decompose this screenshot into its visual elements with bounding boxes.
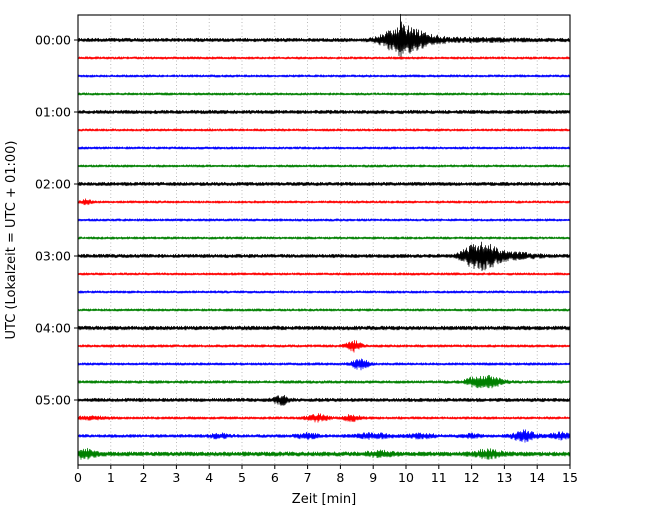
x-tick-label: 3	[172, 470, 180, 485]
x-tick-label: 11	[431, 470, 447, 485]
seismogram-trace-05:00	[77, 394, 571, 406]
x-tick-label: 8	[336, 470, 344, 485]
y-tick-label: 00:00	[35, 33, 71, 48]
axes: 0 1 2 3 4 5 6 7 8 9 10 11 12 13 14 1500:0001:0002:0003:…	[35, 14, 578, 485]
seismogram-trace-04:15	[77, 340, 571, 353]
seismogram-trace-05:30	[77, 429, 571, 443]
x-tick-label: 13	[496, 470, 512, 485]
x-tick-label: 4	[205, 470, 213, 485]
x-tick-label: 6	[271, 470, 279, 485]
y-axis-label: UTC (Lokalzeit = UTC + 01:00)	[4, 141, 19, 340]
seismogram-trace-00:15	[77, 56, 571, 60]
seismogram-trace-03:15	[77, 272, 571, 276]
x-tick-label: 7	[304, 470, 312, 485]
plot-border	[77, 14, 571, 466]
x-tick-label: 12	[464, 470, 480, 485]
seismogram-trace-05:45	[77, 447, 571, 460]
seismogram-trace-04:45	[77, 374, 571, 389]
seismogram-trace-02:45	[77, 236, 571, 240]
seismogram-trace-03:30	[77, 290, 571, 294]
y-tick-label: 03:00	[35, 249, 71, 264]
x-tick-label: 2	[140, 470, 148, 485]
seismogram-trace-01:30	[77, 146, 571, 150]
x-tick-label: 15	[562, 470, 578, 485]
x-tick-label: 5	[238, 470, 246, 485]
seismogram-trace-03:00	[77, 241, 571, 272]
x-tick-label: 0	[74, 470, 82, 485]
seismogram-trace-01:15	[77, 128, 571, 132]
y-tick-label: 01:00	[35, 105, 71, 120]
y-tick-label: 02:00	[35, 177, 71, 192]
seismogram-trace-02:00	[77, 181, 571, 187]
seismogram-trace-05:15	[77, 413, 571, 423]
seismogram-trace-01:45	[77, 164, 571, 168]
seismogram-trace-01:00	[77, 109, 571, 115]
y-tick-label: 05:00	[35, 393, 71, 408]
seismogram-trace-04:30	[77, 358, 571, 371]
seismogram-trace-00:30	[77, 74, 571, 78]
seismogram-trace-04:00	[77, 325, 571, 331]
seismogram-trace-03:45	[77, 308, 571, 312]
seismogram-traces	[77, 13, 571, 460]
y-tick-label: 04:00	[35, 321, 71, 336]
x-axis-label: Zeit [min]	[292, 492, 356, 507]
seismogram-trace-00:00	[77, 13, 571, 60]
seismogram-trace-02:15	[77, 198, 571, 206]
seismogram-trace-00:45	[77, 92, 571, 96]
seismogram-trace-02:30	[77, 218, 571, 222]
x-tick-label: 9	[369, 470, 377, 485]
grid-lines	[77, 15, 571, 465]
x-tick-label: 14	[529, 470, 545, 485]
x-tick-label: 10	[398, 470, 414, 485]
x-tick-label: 1	[107, 470, 115, 485]
